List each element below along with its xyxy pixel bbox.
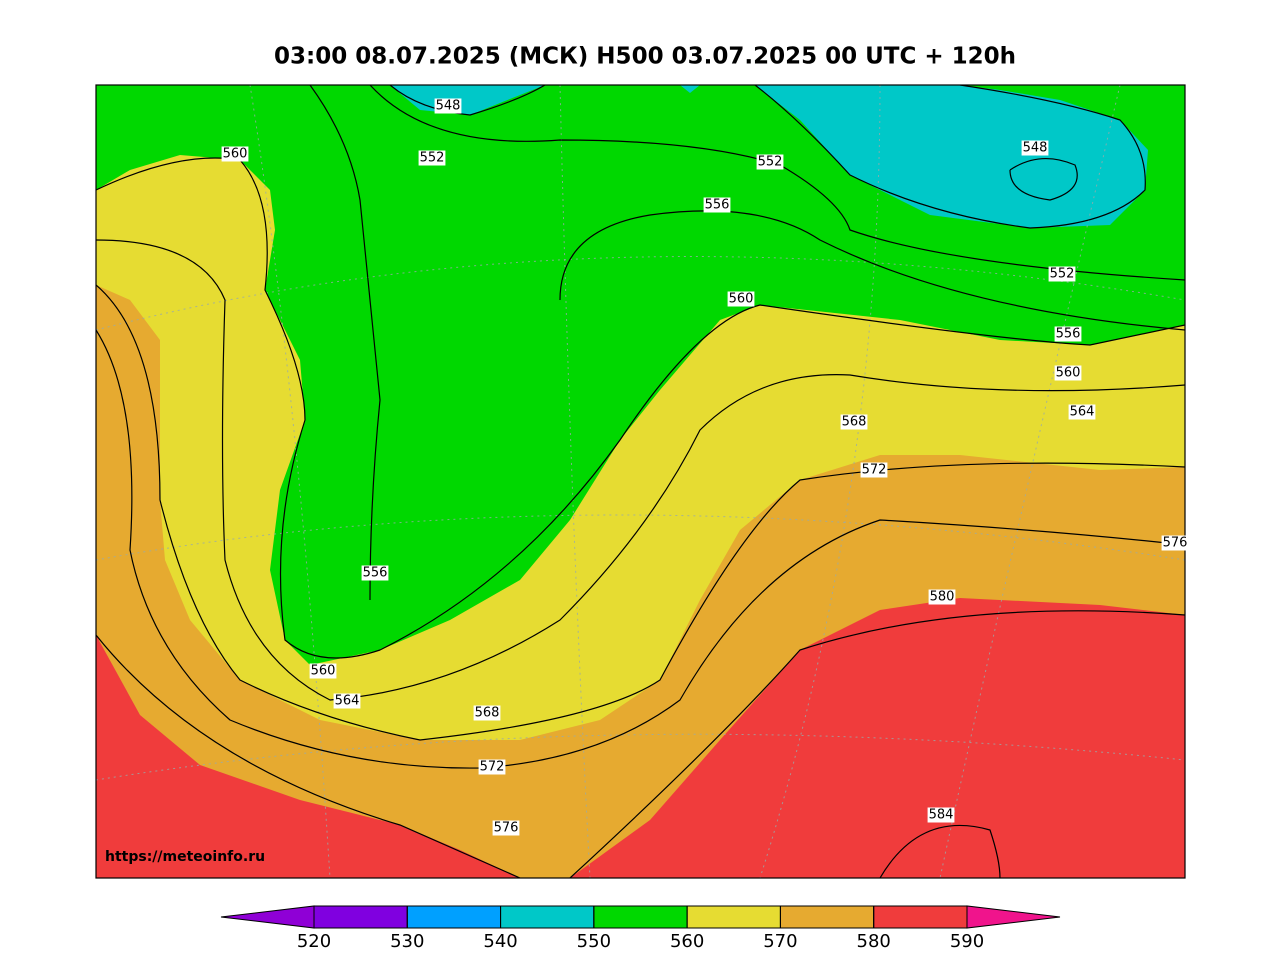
contour-label: 548 xyxy=(436,99,461,114)
label-background xyxy=(434,98,462,114)
title: 03:00 08.07.2025 (МСК) H500 03.07.2025 0… xyxy=(274,44,1016,70)
contour-label: 576 xyxy=(1163,536,1188,551)
colorbar-label: 580 xyxy=(857,931,891,952)
label-background xyxy=(221,146,249,162)
colorbar: 520 530 540 550 560 570 580 590 xyxy=(220,905,1061,952)
contour-labels: 548 552 560 552 556 548 552 556 560 564 … xyxy=(221,98,1189,836)
contour-label: 552 xyxy=(1050,267,1075,282)
contour-label: 560 xyxy=(1056,366,1081,381)
contour-label: 552 xyxy=(420,151,445,166)
label-background xyxy=(1021,140,1049,156)
colorbar-label: 570 xyxy=(763,931,797,952)
contour-label: 560 xyxy=(729,292,754,307)
contour-label: 564 xyxy=(335,694,360,709)
colorbar-segment xyxy=(406,905,502,929)
colorbar-label: 520 xyxy=(297,931,331,952)
colorbar-segment xyxy=(779,905,875,929)
contour-label: 580 xyxy=(930,590,955,605)
label-background xyxy=(333,693,361,709)
contour-label: 556 xyxy=(363,566,388,581)
label-background xyxy=(361,565,389,581)
colorbar-label: 550 xyxy=(577,931,611,952)
contour-label: 560 xyxy=(223,147,248,162)
label-background xyxy=(478,759,506,775)
colorbar-segment xyxy=(873,905,968,929)
contour-label: 572 xyxy=(480,760,505,775)
colorbar-label: 560 xyxy=(670,931,704,952)
contour-label: 556 xyxy=(705,198,730,213)
contour-label: 560 xyxy=(311,664,336,679)
contour-label: 564 xyxy=(1070,405,1095,420)
zone-540 xyxy=(755,85,1148,228)
zone-540 xyxy=(680,85,700,93)
label-background xyxy=(1048,266,1076,282)
colorbar-label: 540 xyxy=(483,931,517,952)
contour-label: 556 xyxy=(1056,327,1081,342)
label-background xyxy=(1054,326,1082,342)
label-background xyxy=(927,807,955,823)
colorbar-label: 590 xyxy=(950,931,984,952)
colorbar-extend-high xyxy=(966,905,1061,929)
contour-label: 568 xyxy=(475,706,500,721)
label-background xyxy=(928,589,956,605)
label-background xyxy=(756,154,784,170)
label-background xyxy=(418,150,446,166)
contour-label: 552 xyxy=(758,155,783,170)
contour-label: 568 xyxy=(842,415,867,430)
map: 548 552 560 552 556 548 552 556 560 564 … xyxy=(95,84,1189,879)
contour-label: 548 xyxy=(1023,141,1048,156)
label-background xyxy=(727,291,755,307)
colorbar-label: 530 xyxy=(390,931,424,952)
contour-label: 584 xyxy=(929,808,954,823)
zone-540 xyxy=(390,85,545,115)
label-background xyxy=(1161,535,1189,551)
label-background xyxy=(703,197,731,213)
contour-label: 576 xyxy=(494,821,519,836)
zone-550 xyxy=(96,85,1185,665)
label-background xyxy=(1068,404,1096,420)
label-background xyxy=(860,462,888,478)
colorbar-segment xyxy=(593,905,688,929)
colorbar-extend-low xyxy=(220,905,315,929)
colorbar-segment xyxy=(686,905,781,929)
label-background xyxy=(473,705,501,721)
contour-label: 572 xyxy=(862,463,887,478)
map-frame xyxy=(95,84,1186,879)
source-link: https://meteoinfo.ru xyxy=(105,849,265,865)
label-background xyxy=(840,414,868,430)
label-background xyxy=(1054,365,1082,381)
graticule xyxy=(96,85,1185,878)
colorbar-segment xyxy=(500,905,595,929)
colorbar-segment xyxy=(313,905,408,929)
label-background xyxy=(309,663,337,679)
label-background xyxy=(492,820,520,836)
